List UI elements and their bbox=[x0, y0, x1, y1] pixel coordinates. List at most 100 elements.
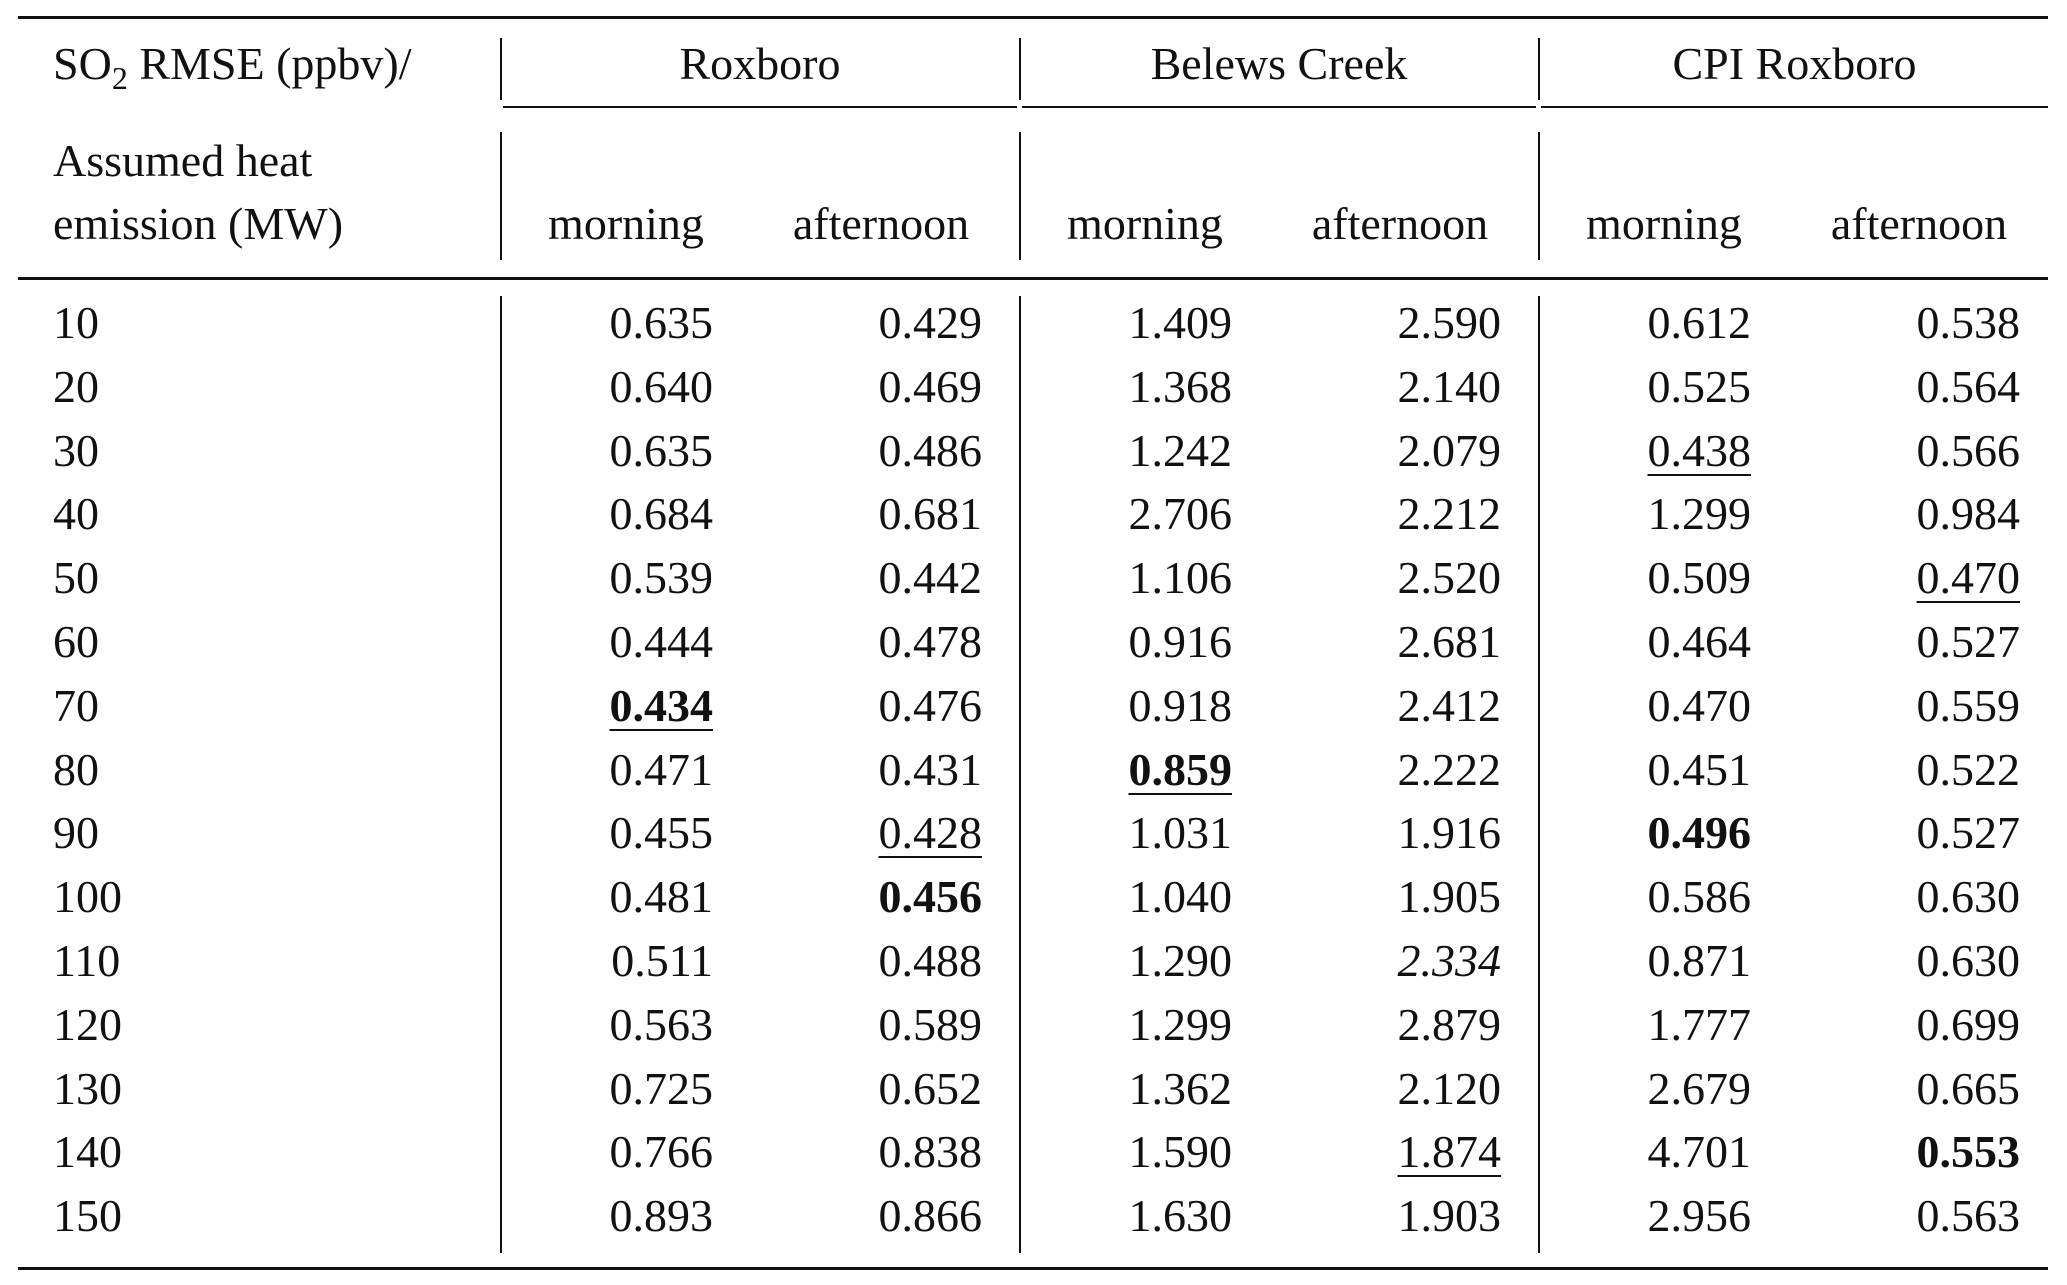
table-cell: 0.684 bbox=[609, 488, 714, 539]
table-cell: 0.838 bbox=[878, 1126, 983, 1177]
corner-header-line3: emission (MW) bbox=[53, 198, 344, 249]
bottom-rule bbox=[18, 1267, 2048, 1270]
row-label: 20 bbox=[53, 361, 99, 412]
row-label: 40 bbox=[53, 488, 99, 539]
table-cell: 1.630 bbox=[1128, 1190, 1233, 1241]
corner-header-line2: Assumed heat bbox=[53, 135, 313, 186]
table-cell: 0.481 bbox=[609, 871, 714, 922]
table-cell: 0.470 bbox=[1647, 680, 1752, 731]
table-cell: 1.362 bbox=[1128, 1063, 1233, 1114]
table-cell: 2.706 bbox=[1128, 488, 1233, 539]
row-label: 130 bbox=[53, 1063, 122, 1114]
row-label: 60 bbox=[53, 616, 99, 667]
table-cell: 0.438 bbox=[1647, 425, 1752, 476]
table-cell: 1.031 bbox=[1128, 807, 1233, 858]
group-header-roxboro: Roxboro bbox=[679, 38, 841, 89]
table-cell: 0.893 bbox=[609, 1190, 714, 1241]
table-cell: 1.106 bbox=[1128, 552, 1233, 603]
table-cell: 0.916 bbox=[1128, 616, 1233, 667]
table-cell: 0.464 bbox=[1647, 616, 1752, 667]
row-label: 90 bbox=[53, 807, 99, 858]
table-cell: 2.222 bbox=[1397, 744, 1502, 795]
table-cell: 2.212 bbox=[1397, 488, 1502, 539]
table-cell: 0.476 bbox=[878, 680, 983, 731]
table-cell: 1.916 bbox=[1397, 807, 1502, 858]
table-cell: 4.701 bbox=[1647, 1126, 1752, 1177]
table-cell: 0.488 bbox=[878, 935, 983, 986]
table-cell: 1.777 bbox=[1647, 999, 1752, 1050]
vline-body-2 bbox=[1019, 296, 1021, 1253]
table-cell: 0.442 bbox=[878, 552, 983, 603]
table-cell: 0.766 bbox=[609, 1126, 714, 1177]
table-cell: 1.299 bbox=[1647, 488, 1752, 539]
table-cell: 0.509 bbox=[1647, 552, 1752, 603]
table-cell: 0.566 bbox=[1916, 425, 2021, 476]
row-label: 100 bbox=[53, 871, 122, 922]
table-cell: 2.681 bbox=[1397, 616, 1502, 667]
table-cell: 2.334 bbox=[1397, 935, 1502, 986]
row-label: 50 bbox=[53, 552, 99, 603]
table-cell: 0.635 bbox=[609, 425, 714, 476]
table-cell: 0.725 bbox=[609, 1063, 714, 1114]
subcol-roxboro-afternoon: afternoon bbox=[792, 198, 970, 249]
table-cell: 0.496 bbox=[1647, 807, 1752, 858]
table-cell: 1.242 bbox=[1128, 425, 1233, 476]
group-rule-roxboro bbox=[503, 106, 1017, 108]
table-cell: 0.563 bbox=[609, 999, 714, 1050]
table-cell: 2.140 bbox=[1397, 361, 1502, 412]
vline-header-3 bbox=[1538, 38, 1540, 100]
row-label: 120 bbox=[53, 999, 122, 1050]
table-cell: 0.539 bbox=[609, 552, 714, 603]
table-cell: 0.563 bbox=[1916, 1190, 2021, 1241]
top-rule bbox=[18, 16, 2048, 19]
table-cell: 1.368 bbox=[1128, 361, 1233, 412]
table-cell: 1.299 bbox=[1128, 999, 1233, 1050]
table-cell: 0.665 bbox=[1916, 1063, 2021, 1114]
table-cell: 2.679 bbox=[1647, 1063, 1752, 1114]
table-cell: 2.590 bbox=[1397, 297, 1502, 348]
subcol-roxboro-morning: morning bbox=[548, 198, 704, 249]
header-rule bbox=[18, 277, 2048, 280]
table-cell: 0.428 bbox=[878, 807, 983, 858]
table-cell: 0.525 bbox=[1647, 361, 1752, 412]
table-cell: 0.527 bbox=[1916, 807, 2021, 858]
row-label: 30 bbox=[53, 425, 99, 476]
group-header-belews-creek: Belews Creek bbox=[1150, 38, 1408, 89]
table-cell: 0.444 bbox=[609, 616, 714, 667]
table-cell: 0.553 bbox=[1916, 1126, 2021, 1177]
table-cell: 2.520 bbox=[1397, 552, 1502, 603]
table-cell: 2.079 bbox=[1397, 425, 1502, 476]
corner-header-line1: SO2 RMSE (ppbv)/ bbox=[53, 38, 412, 96]
table-cell: 0.681 bbox=[878, 488, 983, 539]
table-cell: 0.564 bbox=[1916, 361, 2021, 412]
table-cell: 0.640 bbox=[609, 361, 714, 412]
table-cell: 0.589 bbox=[878, 999, 983, 1050]
table-cell: 0.699 bbox=[1916, 999, 2021, 1050]
subcol-belews-afternoon: afternoon bbox=[1311, 198, 1489, 249]
table-cell: 0.511 bbox=[611, 935, 713, 986]
table-cell: 0.538 bbox=[1916, 297, 2021, 348]
table-cell: 0.527 bbox=[1916, 616, 2021, 667]
table-cell: 1.874 bbox=[1397, 1126, 1502, 1177]
row-label: 110 bbox=[53, 935, 121, 986]
table-cell: 1.290 bbox=[1128, 935, 1233, 986]
table-cell: 0.478 bbox=[878, 616, 983, 667]
vline-header-1 bbox=[500, 38, 502, 100]
row-label: 150 bbox=[53, 1190, 122, 1241]
vline-header-2 bbox=[1019, 38, 1021, 100]
group-rule-cpi-roxboro bbox=[1541, 106, 2048, 108]
subcol-cpi-morning: morning bbox=[1586, 198, 1742, 249]
table-cell: 1.903 bbox=[1397, 1190, 1502, 1241]
table-cell: 0.630 bbox=[1916, 871, 2021, 922]
table-cell: 0.559 bbox=[1916, 680, 2021, 731]
row-label: 140 bbox=[53, 1126, 122, 1177]
group-rule-belews-creek bbox=[1022, 106, 1536, 108]
table-cell: 0.871 bbox=[1647, 935, 1752, 986]
vline-subheader-1 bbox=[500, 132, 502, 260]
table-cell: 1.040 bbox=[1128, 871, 1233, 922]
table-cell: 0.486 bbox=[878, 425, 983, 476]
table-cell: 0.866 bbox=[878, 1190, 983, 1241]
vline-body-1 bbox=[500, 296, 502, 1253]
table-cell: 0.918 bbox=[1128, 680, 1233, 731]
table-cell: 0.522 bbox=[1916, 744, 2021, 795]
